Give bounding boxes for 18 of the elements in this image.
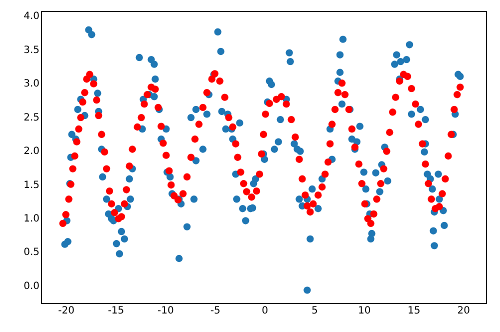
y-tick-label: 1.0 <box>24 214 40 225</box>
x-tick-label: 0 <box>262 306 268 316</box>
y-tick-label: 1.5 <box>24 180 40 191</box>
x-tick-label: 10 <box>358 306 371 316</box>
x-tick-label: 5 <box>311 306 318 316</box>
y-tick-label: 2.0 <box>24 146 40 158</box>
x-tick-label: -10 <box>157 306 174 316</box>
y-tick-label: 4.0 <box>24 11 40 22</box>
y-tick-label: 0.5 <box>24 247 40 258</box>
y-tick-label: 3.5 <box>24 44 40 56</box>
x-tick-label: 20 <box>457 306 470 316</box>
x-tick-label: -15 <box>108 306 124 316</box>
x-tick-label: 15 <box>408 306 420 316</box>
y-tick-label: 2.5 <box>24 112 40 124</box>
x-tick-label: -20 <box>58 306 75 316</box>
y-tick-label: 0.0 <box>24 280 40 292</box>
x-tick-label: -5 <box>210 306 220 316</box>
y-tick-label: 3.0 <box>24 78 40 90</box>
